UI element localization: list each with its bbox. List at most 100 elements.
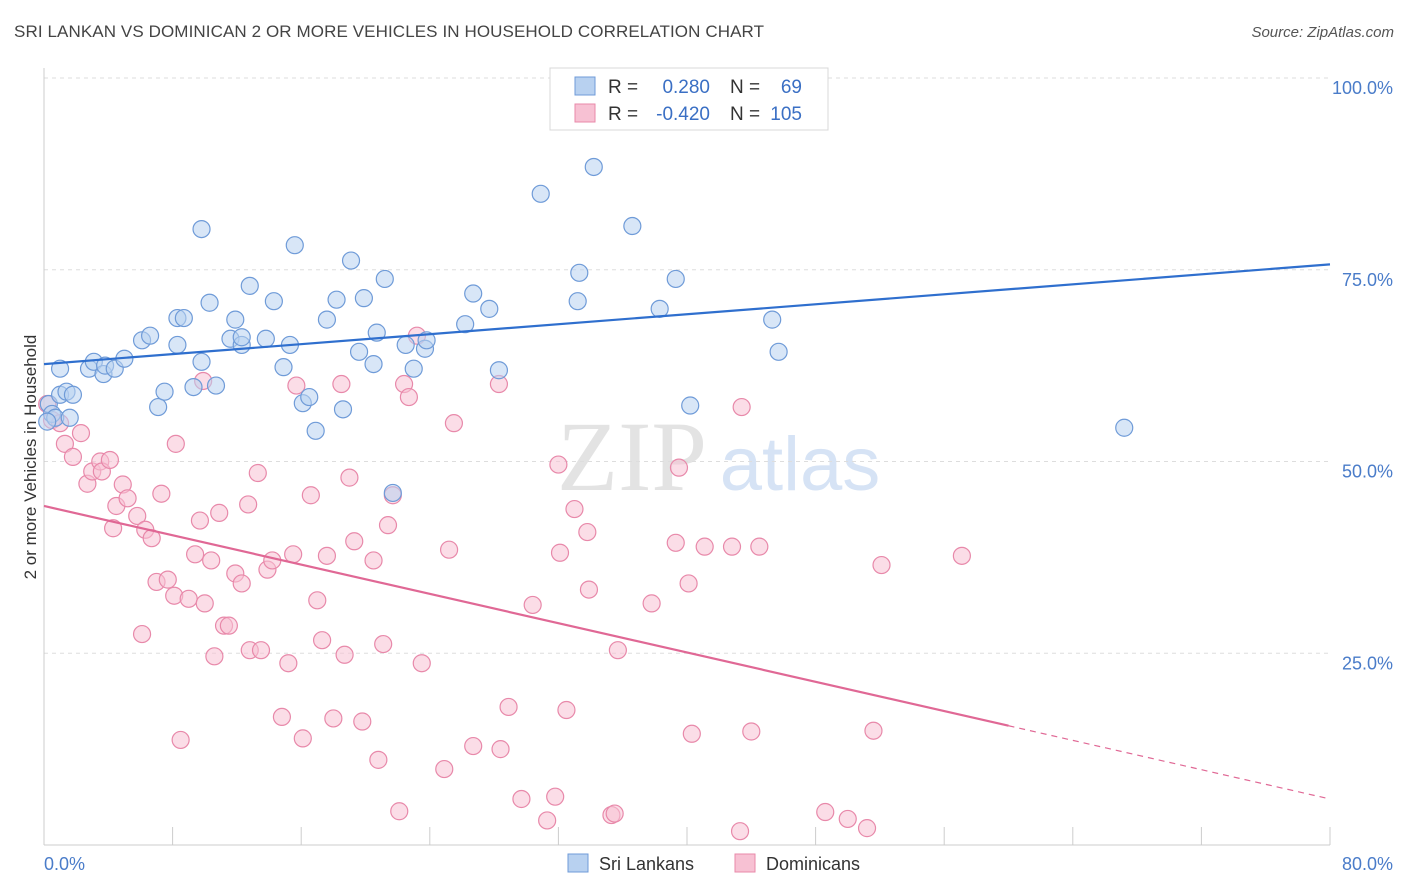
dominican-point — [565, 499, 584, 519]
sri-lankan-point — [1115, 418, 1134, 437]
dominican-point — [491, 740, 510, 759]
dominican-point — [317, 546, 337, 565]
sri-lankan-point — [769, 342, 788, 361]
bottom-legend-swatch-sri-lankans[interactable] — [567, 853, 589, 873]
sri-lankan-point — [149, 397, 168, 417]
dominican-point — [838, 809, 857, 829]
dominican-point — [499, 697, 518, 717]
sri-lankan-point — [404, 359, 423, 378]
sri-lankan-point — [192, 219, 211, 239]
bottom-legend-swatch-dominicans[interactable] — [734, 853, 756, 873]
sri-lankan-point — [232, 328, 251, 347]
sri-lankan-point — [341, 251, 361, 270]
bottom-legend-label-sri-lankans[interactable]: Sri Lankans — [599, 854, 694, 874]
dominicans-trend-line-extension — [1008, 725, 1331, 800]
dominican-point — [378, 516, 398, 535]
sri-lankan-point — [184, 378, 203, 397]
dominican-point — [100, 450, 120, 470]
dominican-point — [239, 495, 258, 514]
sri-lankan-point — [375, 269, 394, 289]
dominican-point — [695, 537, 714, 556]
dominican-point — [158, 570, 177, 589]
y-tick-label: 25.0% — [1342, 653, 1393, 673]
dominican-point — [63, 447, 83, 466]
sri-lankans-trend-line — [43, 263, 1331, 366]
dominican-point — [251, 641, 271, 660]
sri-lankan-point — [155, 382, 174, 401]
dominican-point — [232, 574, 251, 593]
dominican-point — [324, 709, 343, 728]
dominican-point — [248, 463, 267, 483]
sri-lankan-point — [240, 276, 259, 295]
dominican-point — [364, 551, 383, 570]
dominican-point — [578, 522, 597, 542]
dominican-point — [464, 736, 483, 756]
dominican-point — [399, 387, 419, 407]
dominican-point — [335, 645, 354, 664]
dominican-point — [730, 822, 750, 841]
y-tick-label: 100.0% — [1332, 78, 1393, 98]
dominican-point — [205, 647, 224, 666]
dominican-point — [557, 700, 576, 720]
sri-lankan-point — [317, 310, 337, 329]
dominican-point — [369, 750, 388, 769]
dominican-point — [722, 537, 742, 556]
dominican-point — [190, 511, 210, 530]
dominican-point — [435, 759, 454, 779]
sri-lankan-point — [333, 400, 353, 419]
dominican-point — [642, 594, 661, 613]
dominican-point — [444, 414, 464, 433]
sri-lankan-point — [50, 359, 70, 378]
dominican-point — [742, 722, 761, 741]
dominican-point — [332, 374, 351, 394]
sri-lankan-point — [274, 358, 293, 377]
x-tick-min: 0.0% — [44, 854, 85, 874]
dominican-point — [195, 594, 214, 613]
dominican-point — [345, 532, 364, 551]
bottom-legend-label-dominicans[interactable]: Dominicans — [766, 854, 860, 874]
sri-lankan-point — [174, 308, 193, 328]
legend-r-label-2: R = — [608, 104, 638, 125]
sri-lankan-point — [480, 299, 499, 318]
dominican-point — [546, 787, 565, 806]
dominican-point — [301, 486, 320, 505]
sri-lankan-point — [681, 396, 700, 415]
sri-lankan-point — [584, 157, 603, 177]
sri-lankan-point — [531, 184, 550, 203]
dominican-point — [439, 540, 459, 559]
sri-lankan-point — [489, 361, 509, 380]
dominican-point — [682, 724, 701, 743]
legend-swatch-sri-lankans — [574, 76, 596, 96]
sri-lankan-point — [38, 412, 57, 431]
dominican-point — [750, 537, 769, 556]
legend-n-label-2: N = — [730, 104, 760, 125]
dominican-point — [669, 458, 689, 477]
x-tick-max: 80.0% — [1342, 854, 1393, 874]
legend-r-label-1: R = — [608, 77, 638, 98]
sri-lankan-point — [306, 421, 325, 440]
source-credit: Source: ZipAtlas.com — [1251, 24, 1394, 41]
sri-lankan-point — [666, 269, 685, 289]
sri-lankan-point — [192, 352, 211, 371]
sri-lankan-point — [349, 342, 369, 361]
dominican-point — [128, 506, 147, 526]
sri-lankan-point — [256, 329, 275, 348]
legend-n-value-sri-lankans: 69 — [781, 77, 802, 98]
chart-title: SRI LANKAN VS DOMINICAN 2 OR MORE VEHICL… — [14, 22, 765, 41]
dominican-point — [864, 721, 883, 740]
dominican-point — [308, 591, 327, 610]
legend-n-label-1: N = — [730, 77, 760, 98]
sri-lankan-point — [464, 284, 483, 303]
sri-lankan-point — [206, 376, 226, 395]
legend-r-value-dominicans: -0.420 — [656, 104, 710, 125]
dominican-point — [538, 811, 557, 830]
sri-lankan-point — [168, 335, 187, 355]
sri-lankan-point — [396, 335, 415, 355]
dominican-point — [166, 434, 185, 453]
dominican-point — [353, 712, 372, 731]
sri-lankan-point — [200, 293, 219, 312]
dominican-point — [550, 543, 570, 562]
sri-lankan-point — [456, 315, 475, 334]
dominican-point — [179, 589, 198, 608]
dominican-point — [284, 545, 303, 564]
